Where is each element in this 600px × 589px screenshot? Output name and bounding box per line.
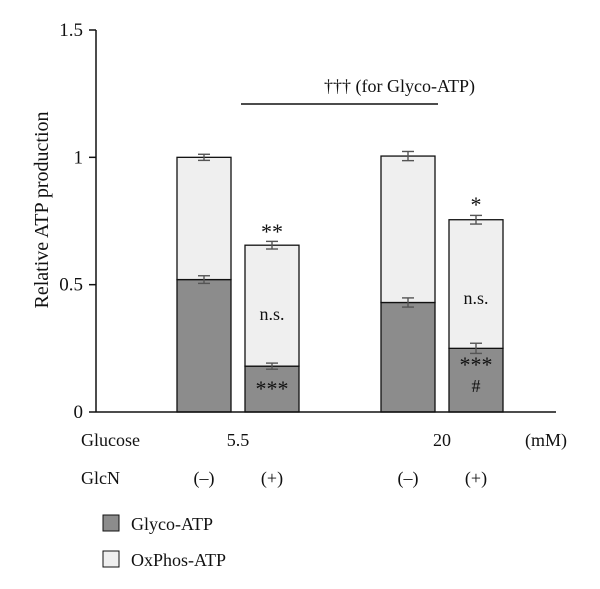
y-ticks: 0 0.5 1 1.5 [59,20,96,423]
error-bar [402,150,414,162]
bar-glyco [176,278,232,413]
error-bar [470,214,482,225]
error-bar [198,153,210,162]
bar-oxphos [176,156,232,281]
glcn-value-1: (–) [194,468,215,489]
error-bar [198,275,210,285]
bar4-mid-annotation: n.s. [463,288,488,308]
bars [176,155,504,413]
y-tick-label: 1.5 [59,20,83,41]
bar-glyco [244,365,300,413]
legend-label-glyco: Glyco-ATP [131,514,213,534]
y-tick-label: 0 [74,402,84,423]
y-tick-label: 1 [74,147,84,168]
bar-oxphos [380,155,436,304]
error-bar [402,297,414,308]
error-bar [470,342,482,355]
glucose-value-1: 5.5 [227,430,250,450]
glucose-label: Glucose [81,430,140,450]
bar-glyco [380,301,436,413]
bracket-annotation: ††† (for Glyco-ATP) [324,76,475,97]
error-bars [198,150,482,370]
glcn-value-4: (+) [465,468,487,489]
y-axis-label: Relative ATP production [31,111,53,308]
glcn-label: GlcN [81,468,120,488]
bar-oxphos [448,219,504,349]
glcn-value-3: (–) [398,468,419,489]
bar4-hash-annotation: # [472,376,481,396]
glcn-value-2: (+) [261,468,283,489]
error-bar [266,362,278,370]
glucose-value-2: 20 [433,430,451,450]
bar2-bottom-annotation: *** [256,376,289,401]
bar4-bottom-annotation: *** [460,352,493,377]
legend-label-oxphos: OxPhos-ATP [131,550,226,570]
error-bar [266,240,278,250]
bar2-top-annotation: ** [261,219,283,244]
bar4-top-annotation: * [471,192,482,217]
y-tick-label: 0.5 [59,275,83,296]
bar2-mid-annotation: n.s. [259,304,284,324]
legend-swatch-oxphos [102,550,120,568]
legend-swatch-glyco [102,514,120,532]
glucose-unit: (mM) [525,430,567,451]
